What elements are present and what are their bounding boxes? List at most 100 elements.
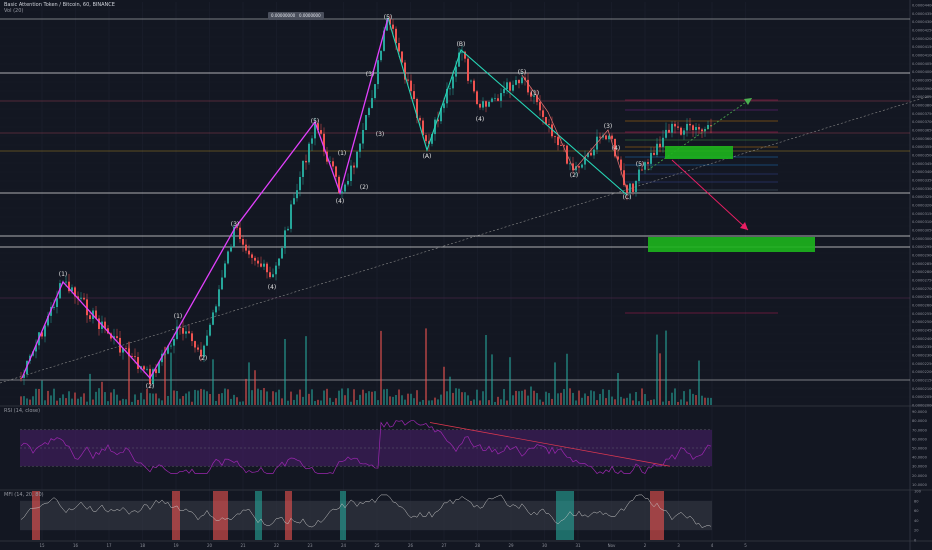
- candle-body: [401, 51, 403, 63]
- header-button-2[interactable]: 0.0000000: [296, 12, 324, 20]
- volume-bar: [323, 390, 325, 405]
- candle-body: [257, 260, 259, 264]
- volume-bar: [188, 391, 190, 405]
- candle-body: [698, 127, 700, 130]
- header-button-1[interactable]: 0.00000000: [268, 12, 299, 20]
- volume-bar: [278, 389, 280, 405]
- volume-bar: [476, 389, 478, 405]
- wave-label: (B): [457, 41, 466, 48]
- candle-body: [317, 123, 319, 131]
- price-axis[interactable]: 0.00004400 0.00004350 0.00004300 0.00004250…: [912, 4, 932, 408]
- candle-body: [287, 228, 289, 231]
- candle-body: [236, 226, 238, 228]
- volume-bar: [269, 401, 271, 405]
- rsi-tick-label: 20.0000: [912, 474, 928, 478]
- volume-bar: [434, 397, 436, 405]
- price-tick-label: 0.00004100: [912, 54, 932, 58]
- rsi-tick-label: 90.0000: [912, 410, 928, 414]
- candle-body: [614, 138, 616, 157]
- volume-bar: [542, 401, 544, 405]
- candle-body: [164, 353, 166, 355]
- volume-bar: [26, 398, 28, 405]
- volume-bar: [422, 399, 424, 405]
- volume-bar: [623, 398, 625, 405]
- volume-bar: [326, 388, 328, 405]
- volume-bar: [59, 397, 61, 405]
- volume-bar: [692, 393, 694, 405]
- wave-label: (4): [336, 198, 345, 205]
- volume-bar: [44, 400, 46, 405]
- price-tick-label: 0.00003500: [912, 154, 932, 158]
- time-tick-label: 22: [274, 543, 280, 548]
- time-tick-label: 17: [106, 543, 112, 548]
- candle-body: [299, 176, 301, 191]
- mfi-band: [20, 500, 712, 531]
- volume-bar: [647, 401, 649, 405]
- candle-body: [104, 321, 106, 329]
- candle-body: [710, 125, 712, 126]
- candle-body: [239, 227, 241, 240]
- volume-bar: [479, 400, 481, 405]
- price-tick-label: 0.00002150: [912, 379, 932, 383]
- volume-bar: [347, 388, 349, 405]
- candle-body: [149, 368, 151, 384]
- rsi-axis[interactable]: 90.0000 80.0000 70.0000 60.0000 50.0000 40.00…: [912, 410, 928, 487]
- candle-body: [452, 76, 454, 89]
- rsi-tick-label: 50.0000: [912, 447, 928, 451]
- volume-bar: [110, 392, 112, 405]
- price-tick-label: 0.00002350: [912, 345, 932, 349]
- wave-label: (2): [146, 383, 155, 390]
- candle-body: [470, 80, 472, 82]
- candle-body: [191, 333, 193, 342]
- candle-body: [587, 152, 589, 158]
- volume-bar: [524, 389, 526, 405]
- candle-body: [260, 263, 262, 267]
- volume-bar: [608, 389, 610, 405]
- time-tick-label: 20: [207, 543, 213, 548]
- wave-label: (4): [268, 284, 277, 291]
- volume-bar: [329, 397, 331, 405]
- time-axis[interactable]: 15 16 17 18 19 20 21 22 23 24 25 26 27 28 29 30 31 Nov 2 3 4…: [39, 543, 747, 548]
- volume-bar: [80, 396, 82, 405]
- candle-body: [74, 287, 76, 297]
- volume-bar: [149, 393, 151, 405]
- volume-bar: [590, 390, 592, 405]
- candle-body: [467, 58, 469, 81]
- candle-body: [203, 345, 205, 357]
- price-tick-label: 0.00004350: [912, 12, 932, 16]
- volume-bar: [698, 360, 700, 405]
- candle-body: [683, 130, 685, 135]
- candle-body: [182, 327, 184, 334]
- candle-body: [629, 183, 631, 193]
- candle-body: [404, 62, 406, 80]
- wave-label: (A): [423, 153, 432, 160]
- mfi-tick-label: 20: [914, 529, 919, 533]
- volume-bar: [158, 398, 160, 405]
- volume-bar: [179, 398, 181, 405]
- volume-bar: [251, 390, 253, 405]
- volume-bar: [368, 391, 370, 405]
- volume-bar: [308, 393, 310, 405]
- volume-bar: [239, 401, 241, 405]
- price-tick-label: 0.00003000: [912, 237, 932, 241]
- candle-body: [65, 281, 67, 283]
- rsi-tick-label: 40.0000: [912, 456, 928, 460]
- volume-bar: [167, 395, 169, 405]
- time-tick-label: Nov: [608, 543, 616, 548]
- price-tick-label: 0.00002600: [912, 304, 932, 308]
- candle-body: [482, 101, 484, 108]
- volume-bar: [380, 330, 382, 405]
- price-tick-label: 0.00003150: [912, 212, 932, 216]
- mfi-axis[interactable]: 100 80 60 40 20 0: [914, 490, 922, 543]
- candle-body: [545, 116, 547, 125]
- time-tick-label: 23: [307, 543, 313, 548]
- candle-body: [602, 135, 604, 138]
- mfi-highlight: [556, 491, 574, 540]
- volume-bar: [494, 401, 496, 405]
- volume-bar: [62, 394, 64, 405]
- volume-bar: [527, 395, 529, 405]
- volume-bar: [635, 391, 637, 405]
- volume-bar: [401, 395, 403, 405]
- price-tick-label: 0.00002400: [912, 337, 932, 341]
